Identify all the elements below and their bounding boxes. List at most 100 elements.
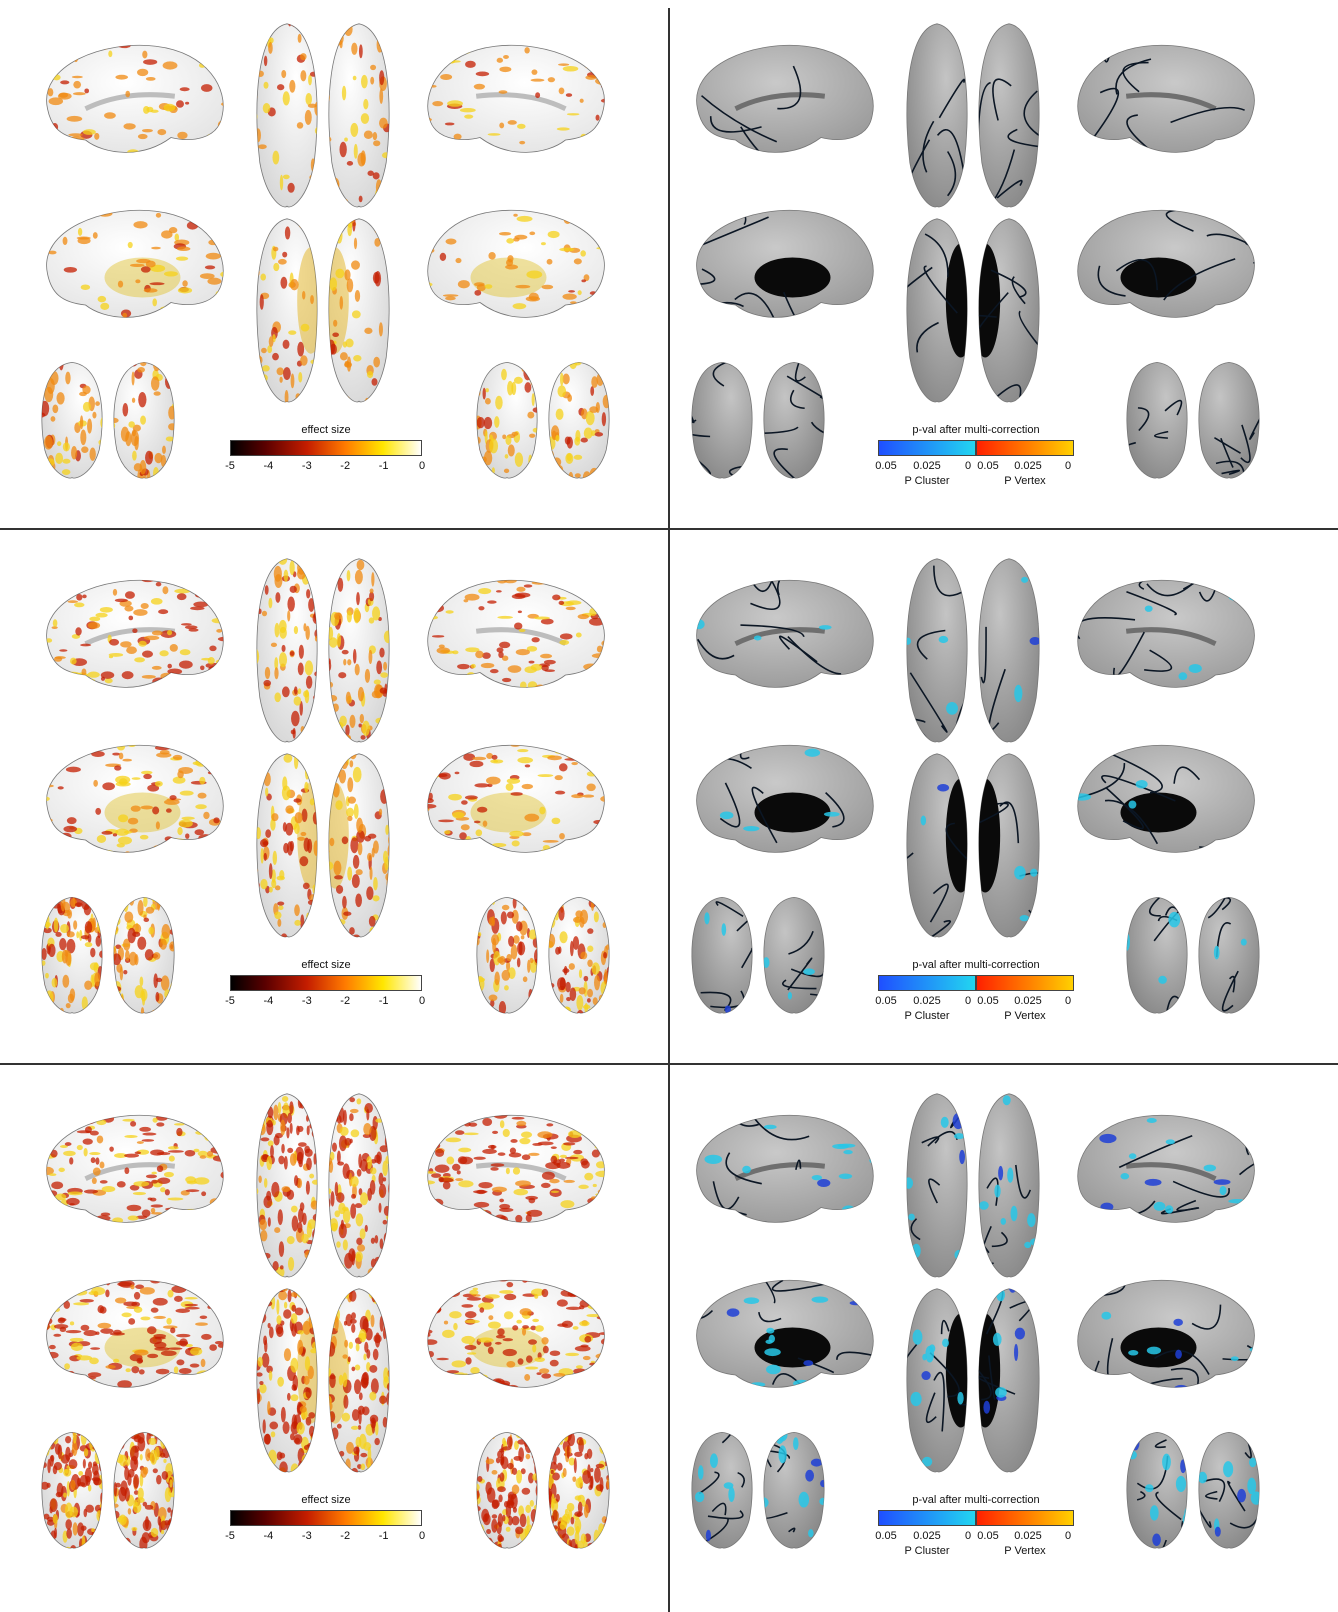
posterior-view — [41, 361, 175, 479]
effect-size-colorbar — [230, 975, 422, 991]
colorbar-tick: -4 — [263, 1530, 274, 1542]
anterior-view — [1126, 361, 1260, 479]
pvalue-panel-2: p-val after multi-correction 0.05 0.025 0 0.… — [668, 535, 1336, 1070]
horizontal-divider-1 — [0, 528, 1338, 530]
colorbar-tick: 0 — [418, 1530, 426, 1542]
horizontal-divider-2 — [0, 1063, 1338, 1065]
colorbar-tick: -3 — [301, 460, 312, 472]
medial-view — [46, 744, 224, 853]
effect-size-panel-2: effect size -5 -4 -3 -2 -1 0 — [0, 535, 668, 1070]
lateral-view — [1077, 579, 1255, 688]
vertical-divider — [668, 8, 670, 1612]
colorbar-tick: -2 — [340, 1530, 351, 1542]
p-vertex-colorbar — [976, 975, 1074, 991]
brain-surfaces — [691, 1093, 1260, 1549]
colorbar-title: effect size — [301, 1494, 351, 1506]
brain-surfaces — [41, 558, 610, 1014]
ventral-view — [256, 753, 390, 938]
p-vertex-tick: 0.05 — [977, 460, 999, 472]
medial-view — [427, 744, 605, 853]
p-vertex-tick: 0.05 — [977, 1530, 999, 1542]
dorsal-view — [256, 23, 390, 208]
medial-view — [427, 1279, 605, 1388]
p-cluster-tick: 0 — [964, 1530, 972, 1542]
p-cluster-tick: 0.025 — [913, 1530, 941, 1542]
brain-surfaces — [691, 558, 1260, 1014]
p-cluster-tick: 0.05 — [875, 1530, 897, 1542]
p-cluster-tick: 0.025 — [913, 460, 941, 472]
p-vertex-tick: 0.05 — [977, 995, 999, 1007]
medial-view — [1077, 209, 1255, 318]
lateral-view — [696, 579, 874, 688]
p-cluster-tick: 0.025 — [913, 995, 941, 1007]
colorbar-tick: -5 — [225, 995, 235, 1007]
ventral-view — [906, 218, 1040, 403]
pvalue-panel-3: p-val after multi-correction 0.05 0.025 0 0.… — [668, 1070, 1336, 1605]
dorsal-view — [906, 558, 1040, 743]
colorbar-tick: 0 — [418, 460, 426, 472]
colorbar-tick: -1 — [378, 995, 389, 1007]
p-cluster-colorbar — [878, 1510, 976, 1526]
anterior-view — [476, 896, 610, 1014]
p-vertex-tick: 0.025 — [1014, 460, 1042, 472]
posterior-view — [41, 1431, 175, 1549]
p-vertex-colorbar — [976, 1510, 1074, 1526]
colorbar-tick: 0 — [418, 995, 426, 1007]
dorsal-view — [906, 1093, 1040, 1278]
p-vertex-tick: 0 — [1064, 460, 1072, 472]
lateral-view — [427, 44, 605, 153]
p-vertex-label: P Vertex — [1004, 475, 1046, 487]
lateral-view — [427, 579, 605, 688]
colorbar-tick: -3 — [301, 1530, 312, 1542]
ventral-view — [906, 753, 1040, 938]
colorbar-tick: -2 — [340, 995, 351, 1007]
p-cluster-tick: 0 — [964, 995, 972, 1007]
lateral-view — [1077, 1114, 1255, 1223]
effect-size-colorbar — [230, 1510, 422, 1526]
anterior-view — [476, 1431, 610, 1549]
anterior-view — [1126, 896, 1260, 1014]
ventral-view — [906, 1288, 1040, 1473]
medial-view — [696, 1279, 874, 1388]
colorbar-tick: -5 — [225, 460, 235, 472]
p-cluster-tick: 0.05 — [875, 460, 897, 472]
anterior-view — [1126, 1431, 1260, 1549]
lateral-view — [1077, 44, 1255, 153]
p-cluster-colorbar — [878, 975, 976, 991]
effect-size-panel-3: effect size -5 -4 -3 -2 -1 0 — [0, 1070, 668, 1605]
lateral-view — [46, 579, 224, 688]
posterior-view — [691, 896, 825, 1014]
p-cluster-label: P Cluster — [904, 475, 950, 487]
lateral-view — [427, 1114, 605, 1223]
p-vertex-tick: 0.025 — [1014, 995, 1042, 1007]
brain-surfaces — [691, 23, 1260, 479]
dorsal-view — [256, 558, 390, 743]
p-cluster-label: P Cluster — [904, 1545, 950, 1557]
medial-view — [1077, 1279, 1255, 1388]
effect-size-panel-1: effect size -5 -4 -3 -2 -1 0 — [0, 0, 668, 535]
dorsal-view — [256, 1093, 390, 1278]
p-vertex-label: P Vertex — [1004, 1545, 1046, 1557]
medial-view — [427, 209, 605, 318]
colorbar-tick: -3 — [301, 995, 312, 1007]
medial-view — [696, 209, 874, 318]
p-vertex-colorbar — [976, 440, 1074, 456]
brain-surfaces — [41, 1093, 610, 1549]
p-cluster-colorbar — [878, 440, 976, 456]
posterior-view — [41, 896, 175, 1014]
p-vertex-tick: 0 — [1064, 995, 1072, 1007]
colorbar-title: effect size — [301, 959, 351, 971]
medial-view — [696, 744, 874, 853]
colorbar-tick: -1 — [378, 460, 389, 472]
colorbar-title: p-val after multi-correction — [912, 424, 1040, 436]
p-cluster-tick: 0.05 — [875, 995, 897, 1007]
medial-view — [1077, 744, 1255, 853]
p-vertex-label: P Vertex — [1004, 1010, 1046, 1022]
p-cluster-tick: 0 — [964, 460, 972, 472]
colorbar-title: p-val after multi-correction — [912, 959, 1040, 971]
colorbar-tick: -4 — [263, 460, 274, 472]
colorbar-tick: -1 — [378, 1530, 389, 1542]
lateral-view — [46, 44, 224, 153]
colorbar-tick: -5 — [225, 1530, 235, 1542]
